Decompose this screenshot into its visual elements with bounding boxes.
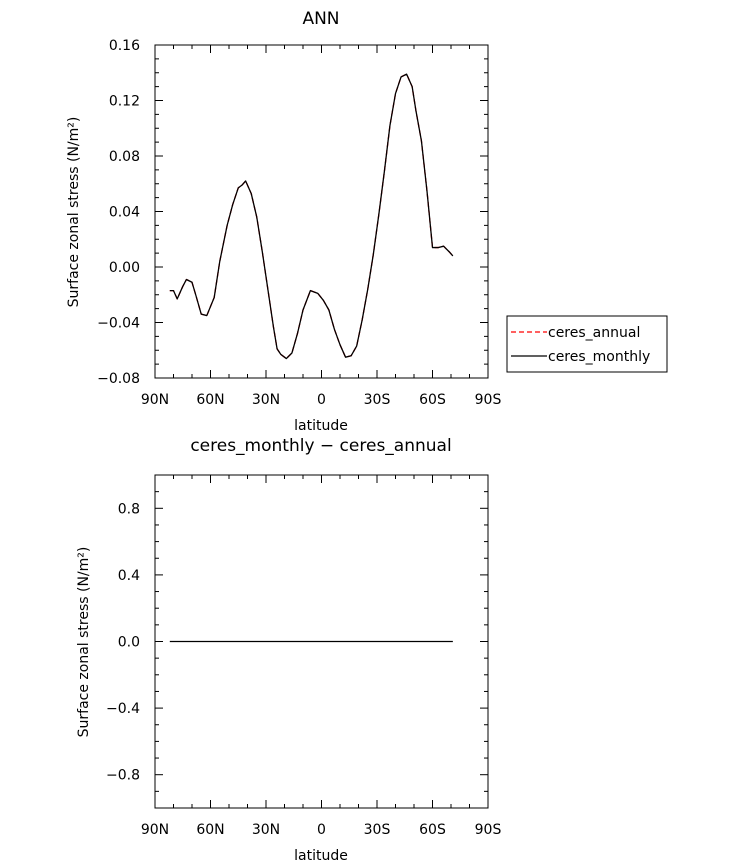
top-series-layer <box>169 73 454 360</box>
top-x-tick-label: 90N <box>141 392 169 408</box>
top-y-tick-labels: −0.08 −0.04 0.00 0.04 0.08 0.12 0.16 <box>97 38 140 387</box>
bottom-y-tick-label: 0.4 <box>118 568 140 584</box>
top-x-tick-label: 90S <box>475 392 502 408</box>
bottom-x-tick-label: 60N <box>196 822 224 838</box>
top-series-line-ceres-annual <box>169 73 454 360</box>
bottom-chart-title: ceres_monthly − ceres_annual <box>190 436 451 456</box>
bottom-axis-ticks <box>154 474 489 809</box>
bottom-x-tick-label: 30N <box>252 822 280 838</box>
bottom-x-tick-labels: 90N 60N 30N 0 30S 60S 90S <box>141 822 502 838</box>
top-chart-panel: ANN −0.08 −0.04 0.00 0.04 0.08 0.12 0.16 90N 60… <box>66 9 668 434</box>
bottom-x-axis-label: latitude <box>294 848 348 864</box>
top-y-tick-label: 0.08 <box>109 149 140 165</box>
top-y-tick-label: −0.04 <box>97 316 140 332</box>
top-y-tick-label: 0.04 <box>109 205 140 221</box>
bottom-y-axis-label: Surface zonal stress (N/m²) <box>76 547 92 738</box>
bottom-y-tick-labels: −0.8 −0.4 0.0 0.4 0.8 <box>106 501 140 783</box>
top-x-tick-label: 60S <box>419 392 446 408</box>
legend: ceres_annual ceres_monthly <box>506 315 668 373</box>
legend-label-ceres-annual: ceres_annual <box>548 325 640 341</box>
bottom-x-tick-label: 90S <box>475 822 502 838</box>
bottom-x-tick-label: 30S <box>364 822 391 838</box>
top-x-tick-label: 30N <box>252 392 280 408</box>
top-y-tick-label: 0.16 <box>109 38 140 54</box>
bottom-chart-panel: ceres_monthly − ceres_annual −0.8 −0.4 0.0… <box>76 436 501 864</box>
top-x-tick-label: 60N <box>196 392 224 408</box>
top-y-tick-label: 0.12 <box>109 94 140 110</box>
bottom-x-tick-label: 90N <box>141 822 169 838</box>
bottom-x-tick-label: 0 <box>317 822 326 838</box>
top-plot-frame <box>154 44 489 379</box>
legend-label-ceres-monthly: ceres_monthly <box>548 349 650 365</box>
bottom-y-tick-label: 0.8 <box>118 501 140 517</box>
top-y-tick-label: −0.08 <box>97 371 140 387</box>
bottom-y-tick-label: −0.8 <box>106 768 140 784</box>
top-x-tick-label: 0 <box>317 392 326 408</box>
top-chart-title: ANN <box>302 9 339 29</box>
top-x-tick-labels: 90N 60N 30N 0 30S 60S 90S <box>141 392 502 408</box>
top-y-tick-label: 0.00 <box>109 260 140 276</box>
legend-box <box>506 315 668 373</box>
bottom-y-tick-label: 0.0 <box>118 635 140 651</box>
bottom-y-tick-label: −0.4 <box>106 701 140 717</box>
top-axis-ticks <box>154 44 489 379</box>
top-series-line-ceres-monthly <box>169 73 454 360</box>
bottom-x-tick-label: 60S <box>419 822 446 838</box>
top-x-axis-label: latitude <box>294 418 348 434</box>
top-x-tick-label: 30S <box>364 392 391 408</box>
top-y-axis-label: Surface zonal stress (N/m²) <box>66 117 82 308</box>
